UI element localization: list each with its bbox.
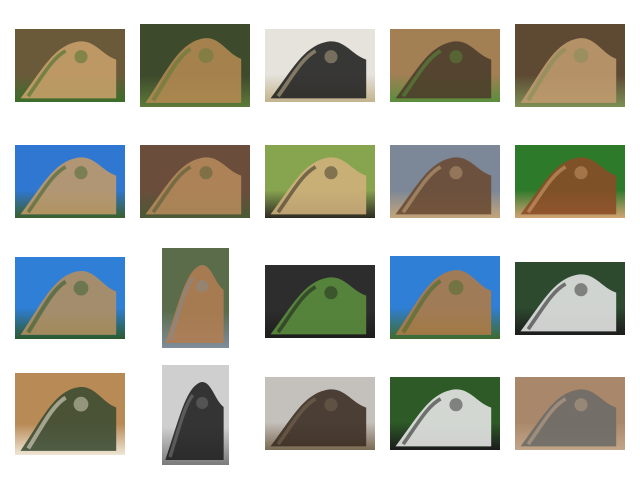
thumbnail-image — [15, 29, 125, 102]
thumbnail-image — [515, 24, 625, 107]
thumbnail-image — [265, 265, 375, 338]
thumbnail[interactable] — [265, 29, 375, 102]
thumbnail-image — [390, 29, 500, 102]
thumbnail-image — [15, 145, 125, 218]
thumbnail[interactable] — [390, 29, 500, 102]
thumbnail[interactable] — [265, 377, 375, 450]
thumbnail[interactable] — [390, 377, 500, 450]
thumbnail[interactable] — [390, 145, 500, 218]
thumbnail[interactable] — [15, 373, 125, 455]
thumbnail[interactable] — [15, 257, 125, 339]
thumbnail[interactable] — [162, 365, 229, 465]
thumbnail[interactable] — [265, 265, 375, 338]
thumbnail[interactable] — [515, 24, 625, 107]
thumbnail[interactable] — [515, 377, 625, 450]
thumbnail-image — [390, 256, 500, 339]
thumbnail[interactable] — [15, 145, 125, 218]
thumbnail-image — [15, 373, 125, 455]
thumbnail-image — [515, 145, 625, 218]
thumbnail[interactable] — [162, 248, 229, 348]
thumbnail-image — [265, 29, 375, 102]
thumbnail-image — [140, 24, 250, 107]
thumbnail[interactable] — [515, 145, 625, 218]
thumbnail-image — [162, 365, 229, 465]
thumbnail[interactable] — [515, 262, 625, 335]
thumbnail-image — [390, 145, 500, 218]
thumbnail-image — [515, 377, 625, 450]
thumbnail-image — [140, 145, 250, 218]
thumbnail[interactable] — [15, 29, 125, 102]
thumbnail-image — [515, 262, 625, 335]
thumbnail-image — [390, 377, 500, 450]
thumbnail[interactable] — [140, 145, 250, 218]
thumbnail-image — [162, 248, 229, 348]
thumbnail[interactable] — [140, 24, 250, 107]
thumbnail-image — [265, 145, 375, 218]
thumbnail[interactable] — [265, 145, 375, 218]
thumbnail-image — [265, 377, 375, 450]
thumbnail[interactable] — [390, 256, 500, 339]
thumbnail-image — [15, 257, 125, 339]
